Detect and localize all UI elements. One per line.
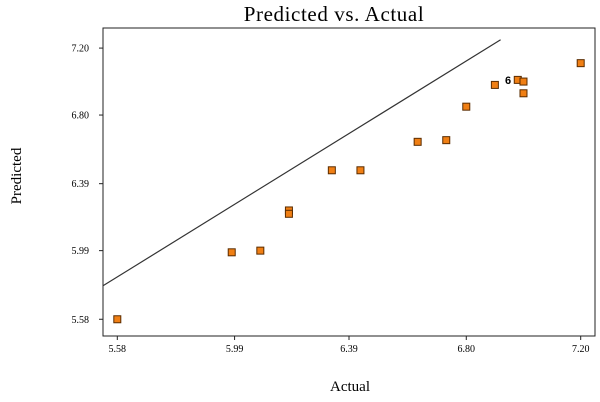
y-axis: 5.58 5.99 6.39 6.80 7.20 — [72, 44, 103, 326]
plot-area-frame — [102, 27, 596, 337]
data-point — [442, 136, 451, 145]
chart-title: Predicted vs. Actual — [244, 2, 425, 26]
y-tick-label: 5.58 — [72, 315, 90, 326]
y-tick-label: 6.39 — [72, 179, 90, 190]
x-tick-label: 5.99 — [226, 344, 244, 355]
x-axis-label: Actual — [330, 379, 370, 395]
point-count-label: 6 — [505, 75, 511, 87]
x-tick-label: 7.20 — [572, 344, 590, 355]
data-point — [490, 80, 499, 89]
data-point — [227, 248, 236, 257]
data-point — [519, 89, 528, 98]
reference-line-layer — [102, 39, 501, 287]
data-points — [113, 59, 585, 324]
reference-line — [102, 39, 501, 287]
data-point — [413, 137, 422, 146]
data-point — [519, 77, 528, 86]
data-point — [576, 59, 585, 68]
data-point — [356, 166, 365, 175]
y-tick-label: 5.99 — [72, 246, 90, 257]
data-point — [113, 315, 122, 324]
x-tick-label: 6.80 — [458, 344, 476, 355]
annotations: 6 — [505, 75, 511, 87]
y-tick-label: 7.20 — [72, 44, 90, 55]
data-point — [327, 166, 336, 175]
x-tick-label: 6.39 — [340, 344, 358, 355]
x-tick-label: 5.58 — [109, 344, 127, 355]
x-axis: 5.58 5.99 6.39 6.80 7.20 — [109, 336, 590, 355]
data-point — [256, 246, 265, 255]
y-axis-label: Predicted — [9, 147, 25, 204]
data-point — [462, 102, 471, 111]
y-tick-label: 6.80 — [72, 111, 90, 122]
data-point — [284, 209, 293, 218]
